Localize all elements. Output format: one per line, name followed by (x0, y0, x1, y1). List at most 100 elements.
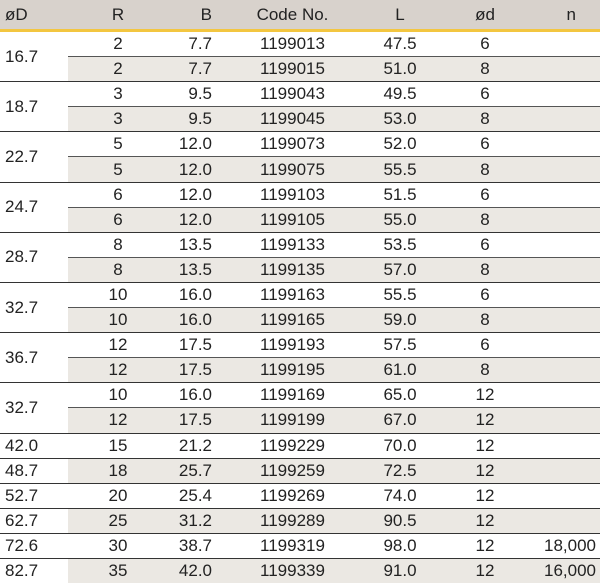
header-od: øD (0, 0, 68, 32)
cell-n (515, 156, 600, 183)
cell-code: 1199013 (260, 34, 325, 54)
cell-d: 6 (480, 34, 490, 54)
cell-d: 8 (455, 307, 515, 333)
table-row: 28.7 8 13.5 1199133 53.5 6 (0, 231, 600, 283)
cell-code: 1199045 (240, 106, 345, 132)
cell-l: 55.0 (345, 206, 455, 233)
table-row: 8 13.5 1199135 57.0 8 (0, 256, 600, 283)
cell-n (515, 457, 600, 484)
cell-od: 82.7 (0, 557, 68, 584)
table-row: 82.7 35 42.0 1199339 91.0 12 16,000 (0, 557, 600, 584)
cell-d: 8 (455, 357, 515, 383)
cell-od: 32.7 (0, 382, 68, 433)
cell-l: 53.0 (345, 106, 455, 132)
cell-b: 17.5 (168, 407, 240, 433)
cell-code: 1199135 (240, 256, 345, 283)
cell-d: 6 (455, 231, 515, 258)
table-header: øD R B Code No. L ød n (0, 0, 600, 32)
cell-b: 16.0 (168, 382, 240, 408)
header-r: R (68, 0, 168, 32)
cell-l: 61.0 (345, 357, 455, 383)
cell-l: 51.5 (345, 181, 455, 208)
cell-n (515, 281, 600, 308)
cell-r: 3 (68, 81, 168, 107)
cell-code: 1199103 (240, 181, 345, 208)
cell-code: 1199195 (240, 357, 345, 383)
cell-od: 62.7 (0, 507, 68, 534)
table-row: 12 17.5 1199195 61.0 8 (0, 357, 600, 383)
cell-r: 6 (68, 181, 168, 208)
cell-code: 1199075 (240, 156, 345, 183)
cell-l: 51.0 (345, 56, 455, 82)
cell-r: 15 (68, 432, 168, 459)
cell-b: 9.5 (168, 81, 240, 107)
cell-n (515, 482, 600, 509)
table-row: 52.7 20 25.4 1199269 74.0 12 (0, 482, 600, 509)
cell-d: 8 (455, 106, 515, 132)
cell-r: 5 (68, 131, 168, 157)
cell-b: 16.0 (168, 307, 240, 333)
cell-d: 8 (455, 56, 515, 82)
table-row: 6 12.0 1199105 55.0 8 (0, 206, 600, 233)
table-row: 72.6 30 38.7 1199319 98.0 12 18,000 (0, 532, 600, 559)
cell-r: 8 (68, 231, 168, 258)
cell-n (515, 507, 600, 534)
table-row: 32.7 10 16.0 1199169 65.0 12 (0, 382, 600, 433)
cell-code: 1199193 (240, 332, 345, 358)
cell-b: 12.0 (168, 131, 240, 157)
cell-od: 24.7 (0, 181, 68, 233)
cell-b: 12.0 (168, 206, 240, 233)
cell-code: 1199339 (240, 557, 345, 584)
cell-d: 8 (455, 156, 515, 183)
header-code: Code No. (240, 0, 345, 32)
cell-l: 57.0 (345, 256, 455, 283)
cell-d: 12 (455, 457, 515, 484)
table-row: 32.7 10 16.0 1199163 55.5 6 (0, 281, 600, 333)
table-row: 24.7 6 12.0 1199103 51.5 6 (0, 181, 600, 233)
cell-l: 72.5 (345, 457, 455, 484)
cell-r: 8 (68, 256, 168, 283)
cell-b: 38.7 (168, 532, 240, 559)
cell-l: 52.0 (345, 131, 455, 157)
table-row: 48.7 18 25.7 1199259 72.5 12 (0, 457, 600, 484)
cell-r: 25 (68, 507, 168, 534)
table-row: 62.7 25 31.2 1199289 90.5 12 (0, 507, 600, 534)
cell-r: 18 (68, 457, 168, 484)
cell-n (515, 256, 600, 283)
cell-n (515, 106, 600, 132)
cell-code: 1199015 (240, 56, 345, 82)
cell-n (515, 332, 600, 358)
cell-n (515, 131, 600, 157)
cell-r: 2 (68, 56, 168, 82)
cell-l: 49.5 (345, 81, 455, 107)
cell-r: 12 (68, 357, 168, 383)
cell-d: 12 (455, 432, 515, 459)
cell-l: 57.5 (345, 332, 455, 358)
cell-b: 12.0 (168, 156, 240, 183)
cell-code: 1199319 (240, 532, 345, 559)
cell-l: 55.5 (345, 156, 455, 183)
cell-code: 1199133 (240, 231, 345, 258)
table-row: 36.7 12 17.5 1199193 57.5 6 (0, 332, 600, 383)
cell-n (515, 81, 600, 107)
cell-d: 12 (455, 507, 515, 534)
header-l: L (345, 0, 455, 32)
cell-r: 35 (68, 557, 168, 584)
cell-od: 18.7 (0, 81, 68, 132)
table-row: 12 17.5 1199199 67.0 12 (0, 407, 600, 433)
cell-l: 91.0 (345, 557, 455, 584)
cell-b: 16.0 (168, 281, 240, 308)
cell-r: 2 (113, 34, 123, 54)
cell-n (515, 181, 600, 208)
cell-d: 6 (455, 281, 515, 308)
cell-b: 21.2 (168, 432, 240, 459)
cell-n (515, 307, 600, 333)
cell-l: 90.5 (345, 507, 455, 534)
cell-od: 16.7 (5, 46, 39, 66)
cell-code: 1199269 (240, 482, 345, 509)
cell-d: 6 (455, 81, 515, 107)
cell-r: 12 (68, 407, 168, 433)
cell-l: 70.0 (345, 432, 455, 459)
cell-n (515, 382, 600, 408)
